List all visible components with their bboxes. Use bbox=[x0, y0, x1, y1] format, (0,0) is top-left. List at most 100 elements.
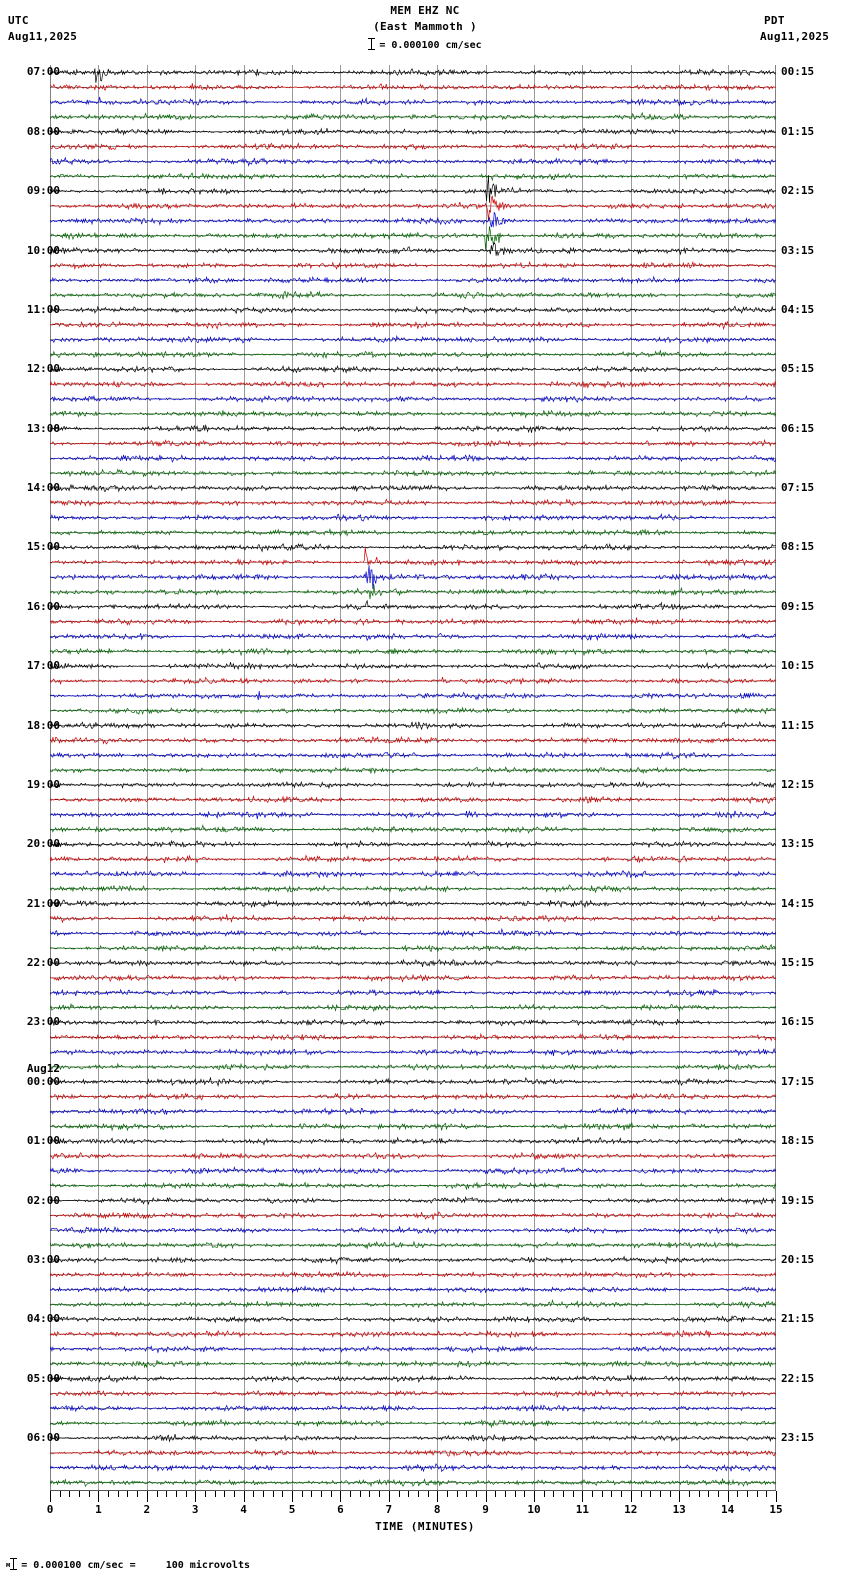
trace-row-1 bbox=[50, 83, 776, 92]
x-tick-minor bbox=[766, 1491, 768, 1497]
trace-row-52 bbox=[50, 839, 776, 850]
x-tick-minor bbox=[514, 1491, 516, 1497]
x-tick-minor bbox=[214, 1491, 216, 1497]
trace-row-9 bbox=[50, 195, 776, 221]
trace-row-33 bbox=[50, 547, 776, 567]
gridline-minute-9 bbox=[485, 65, 487, 1490]
footer-scale-text: = 0.000100 cm/sec = 100 microvolts bbox=[21, 1560, 250, 1571]
x-tick-minor bbox=[408, 1491, 410, 1497]
x-tick-minor bbox=[611, 1491, 613, 1497]
x-tick-label-0: 0 bbox=[46, 1503, 54, 1516]
x-tick-minor bbox=[446, 1491, 448, 1497]
pdt-hour-label-2315: 23:15 bbox=[781, 1431, 815, 1444]
gridline-minute-10 bbox=[534, 65, 535, 1490]
x-tick-label-5: 5 bbox=[288, 1503, 296, 1516]
trace-row-20 bbox=[50, 364, 776, 374]
x-tick-minor bbox=[166, 1491, 168, 1497]
pdt-hour-label-1815: 18:15 bbox=[781, 1134, 815, 1148]
utc-timezone-label: UTC bbox=[8, 14, 29, 27]
trace-row-80 bbox=[50, 1255, 776, 1266]
trace-row-87 bbox=[50, 1359, 776, 1369]
x-tick-minor bbox=[79, 1491, 80, 1497]
trace-row-2 bbox=[50, 96, 776, 107]
trace-row-36 bbox=[50, 599, 776, 611]
x-tick-label-3: 3 bbox=[191, 1503, 199, 1516]
amplitude-scale-legend: = 0.000100 cm/sec bbox=[0, 38, 850, 51]
pdt-hour-label-0015: 00:15 bbox=[781, 65, 815, 79]
x-tick-minor bbox=[301, 1491, 303, 1497]
trace-row-62 bbox=[50, 988, 776, 998]
x-tick-label-12: 12 bbox=[624, 1503, 638, 1516]
trace-row-84 bbox=[50, 1314, 776, 1324]
x-tick-minor bbox=[59, 1491, 61, 1497]
trace-row-78 bbox=[50, 1226, 776, 1235]
trace-row-37 bbox=[50, 617, 776, 627]
x-tick-minor bbox=[427, 1491, 429, 1497]
x-tick-minor bbox=[359, 1491, 361, 1497]
trace-row-59 bbox=[50, 943, 776, 953]
trace-row-45 bbox=[50, 735, 776, 745]
x-tick-major bbox=[195, 1491, 197, 1502]
x-axis-line bbox=[50, 1490, 776, 1491]
trace-row-21 bbox=[50, 380, 776, 389]
trace-row-89 bbox=[50, 1388, 776, 1398]
pdt-hour-label-0315: 03:15 bbox=[781, 243, 815, 257]
trace-row-69 bbox=[50, 1092, 776, 1101]
gridline-minute-14 bbox=[727, 65, 729, 1490]
x-tick-minor bbox=[127, 1491, 129, 1497]
helicorder-plot[interactable] bbox=[50, 65, 776, 1490]
trace-row-57 bbox=[50, 914, 776, 924]
station-name-title: (East Mammoth ) bbox=[373, 20, 477, 33]
trace-row-29 bbox=[50, 498, 776, 507]
trace-row-72 bbox=[50, 1136, 776, 1146]
x-tick-minor bbox=[108, 1491, 110, 1497]
pdt-hour-label-1415: 14:15 bbox=[781, 896, 815, 910]
x-tick-minor bbox=[747, 1491, 748, 1497]
trace-row-7 bbox=[50, 172, 776, 182]
x-tick-major bbox=[98, 1491, 100, 1502]
trace-row-40 bbox=[50, 661, 776, 671]
x-tick-minor bbox=[253, 1491, 255, 1497]
trace-row-95 bbox=[50, 1478, 776, 1488]
pdt-hour-label-0215: 02:15 bbox=[781, 184, 815, 198]
x-tick-label-6: 6 bbox=[337, 1503, 344, 1516]
x-tick-minor bbox=[659, 1491, 661, 1497]
x-tick-minor bbox=[137, 1491, 139, 1497]
x-tick-minor bbox=[669, 1491, 671, 1497]
trace-row-91 bbox=[50, 1418, 776, 1429]
trace-row-28 bbox=[50, 483, 776, 493]
pdt-hour-label-1715: 17:15 bbox=[781, 1074, 815, 1088]
x-tick-major bbox=[50, 1491, 51, 1502]
x-tick-minor bbox=[369, 1491, 371, 1497]
trace-row-38 bbox=[50, 632, 776, 642]
x-tick-minor bbox=[263, 1491, 264, 1497]
x-tick-minor bbox=[398, 1491, 400, 1497]
x-tick-minor bbox=[282, 1491, 284, 1497]
x-tick-minor bbox=[592, 1491, 594, 1497]
trace-row-35 bbox=[50, 584, 776, 600]
x-tick-minor bbox=[688, 1491, 690, 1497]
x-tick-minor bbox=[330, 1491, 332, 1497]
trace-row-70 bbox=[50, 1106, 776, 1116]
trace-row-61 bbox=[50, 973, 776, 983]
x-tick-minor bbox=[156, 1491, 158, 1497]
trace-row-23 bbox=[50, 409, 776, 419]
trace-row-63 bbox=[50, 1002, 776, 1013]
x-tick-minor bbox=[69, 1491, 71, 1497]
pdt-hour-label-1915: 19:15 bbox=[781, 1193, 815, 1207]
x-axis-title: TIME (MINUTES) bbox=[375, 1520, 475, 1533]
x-tick-major bbox=[292, 1491, 293, 1502]
x-tick-label-2: 2 bbox=[143, 1503, 151, 1516]
trace-row-30 bbox=[50, 512, 776, 522]
x-tick-label-4: 4 bbox=[240, 1503, 247, 1516]
footer-scale-bar-icon bbox=[10, 1558, 18, 1570]
x-tick-minor bbox=[175, 1491, 177, 1497]
trace-row-50 bbox=[50, 810, 776, 820]
x-tick-minor bbox=[553, 1491, 555, 1497]
trace-row-64 bbox=[50, 1018, 776, 1027]
pdt-hour-label-0715: 07:15 bbox=[781, 481, 815, 494]
gridline-minute-4 bbox=[243, 65, 245, 1490]
trace-row-86 bbox=[50, 1344, 776, 1354]
trace-row-53 bbox=[50, 854, 776, 864]
x-tick-major bbox=[388, 1491, 390, 1502]
